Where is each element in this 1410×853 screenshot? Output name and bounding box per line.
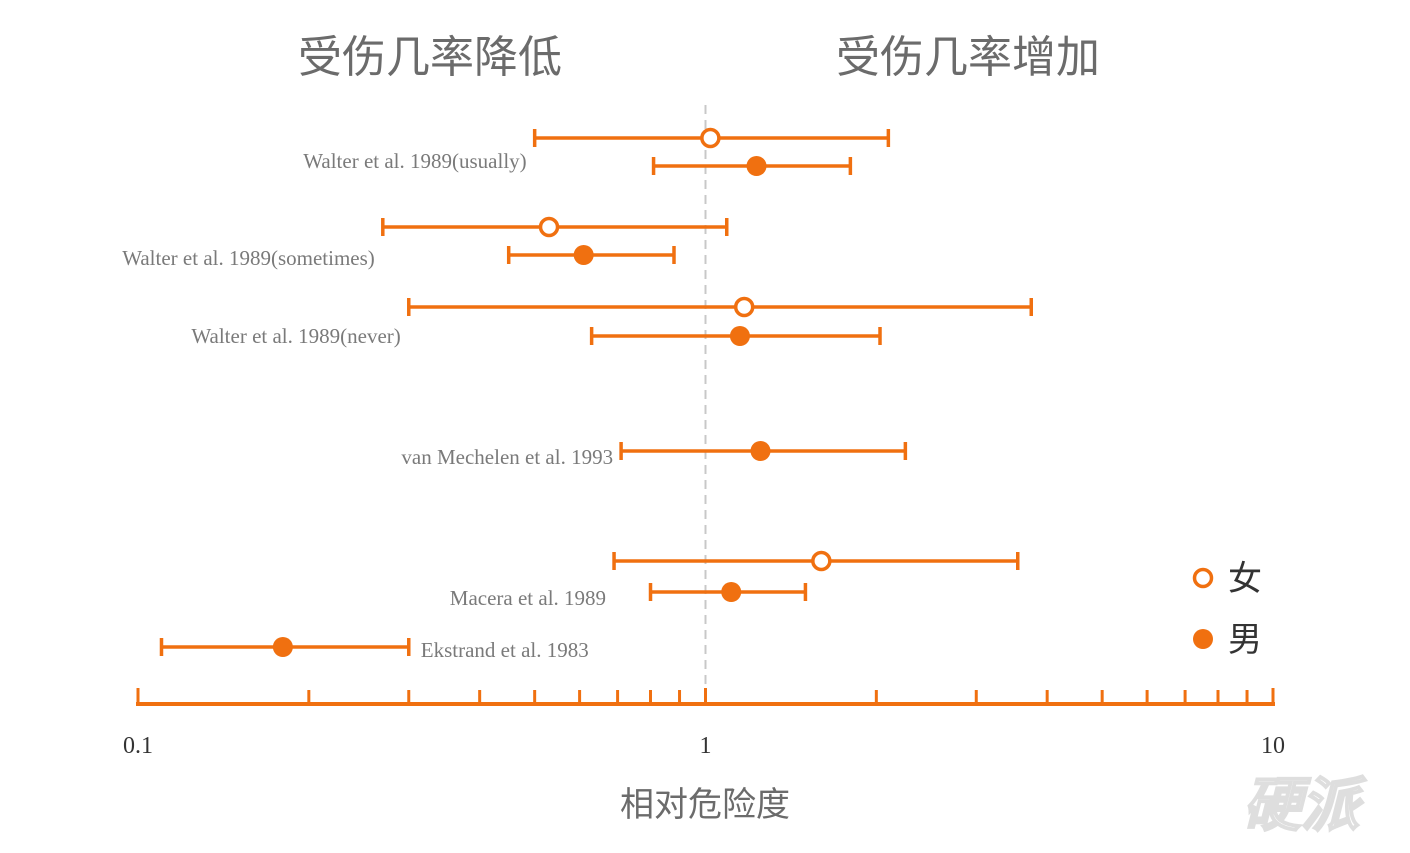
legend-filled-circle-icon (1193, 629, 1213, 649)
legend-label-male: 男 (1228, 620, 1262, 660)
study-row: Ekstrand et al. 1983 (159, 637, 589, 662)
header-increased-risk: 受伤几率增加 (836, 32, 1100, 83)
study-label: Walter et al. 1989(sometimes) (122, 246, 375, 270)
estimate-male (506, 245, 676, 265)
point-estimate-filled (746, 156, 767, 176)
study-label: Ekstrand et al. 1983 (421, 638, 589, 662)
legend: 女 男 (1192, 559, 1262, 660)
estimate-female (612, 550, 1020, 572)
study-row: Walter et al. 1989(usually) (303, 127, 891, 176)
point-estimate-open (811, 550, 832, 572)
estimate-female (381, 216, 729, 238)
point-estimate-filled (721, 582, 742, 602)
estimate-male (589, 326, 882, 346)
tick-label: 0.1 (123, 733, 153, 759)
legend-open-circle-icon (1192, 567, 1214, 589)
study-label: van Mechelen et al. 1993 (401, 445, 613, 469)
study-row: Walter et al. 1989(never) (191, 296, 1034, 348)
estimate-male (651, 156, 853, 176)
point-estimate-open (700, 127, 721, 149)
chart-marks: Walter et al. 1989(usually) Walter et al.… (122, 127, 1034, 662)
point-estimate-open (733, 296, 755, 318)
study-row: Walter et al. 1989(sometimes) (122, 216, 729, 270)
point-estimate-filled (272, 637, 293, 657)
estimate-female (407, 296, 1034, 318)
study-label: Walter et al. 1989(never) (191, 324, 400, 348)
point-estimate-open (538, 216, 560, 238)
study-label: Walter et al. 1989(usually) (303, 149, 526, 173)
legend-label-female: 女 (1228, 559, 1262, 599)
study-row: Macera et al. 1989 (450, 550, 1020, 610)
tick-label: 10 (1261, 733, 1285, 759)
estimate-male (619, 441, 908, 461)
estimate-female (532, 127, 891, 149)
study-label: Macera et al. 1989 (450, 586, 606, 610)
estimate-male (648, 582, 808, 602)
x-axis: 0.1 1 10 (123, 688, 1285, 759)
estimate-male (159, 637, 411, 657)
watermark-logo: 硬派 (1243, 771, 1367, 839)
point-estimate-filled (729, 326, 750, 346)
point-estimate-filled (750, 441, 771, 461)
tick-label: 1 (700, 733, 712, 759)
header-decreased-risk: 受伤几率降低 (298, 32, 562, 83)
point-estimate-filled (573, 245, 594, 265)
x-axis-label: 相对危险度 (620, 785, 790, 825)
study-row: van Mechelen et al. 1993 (401, 441, 908, 469)
